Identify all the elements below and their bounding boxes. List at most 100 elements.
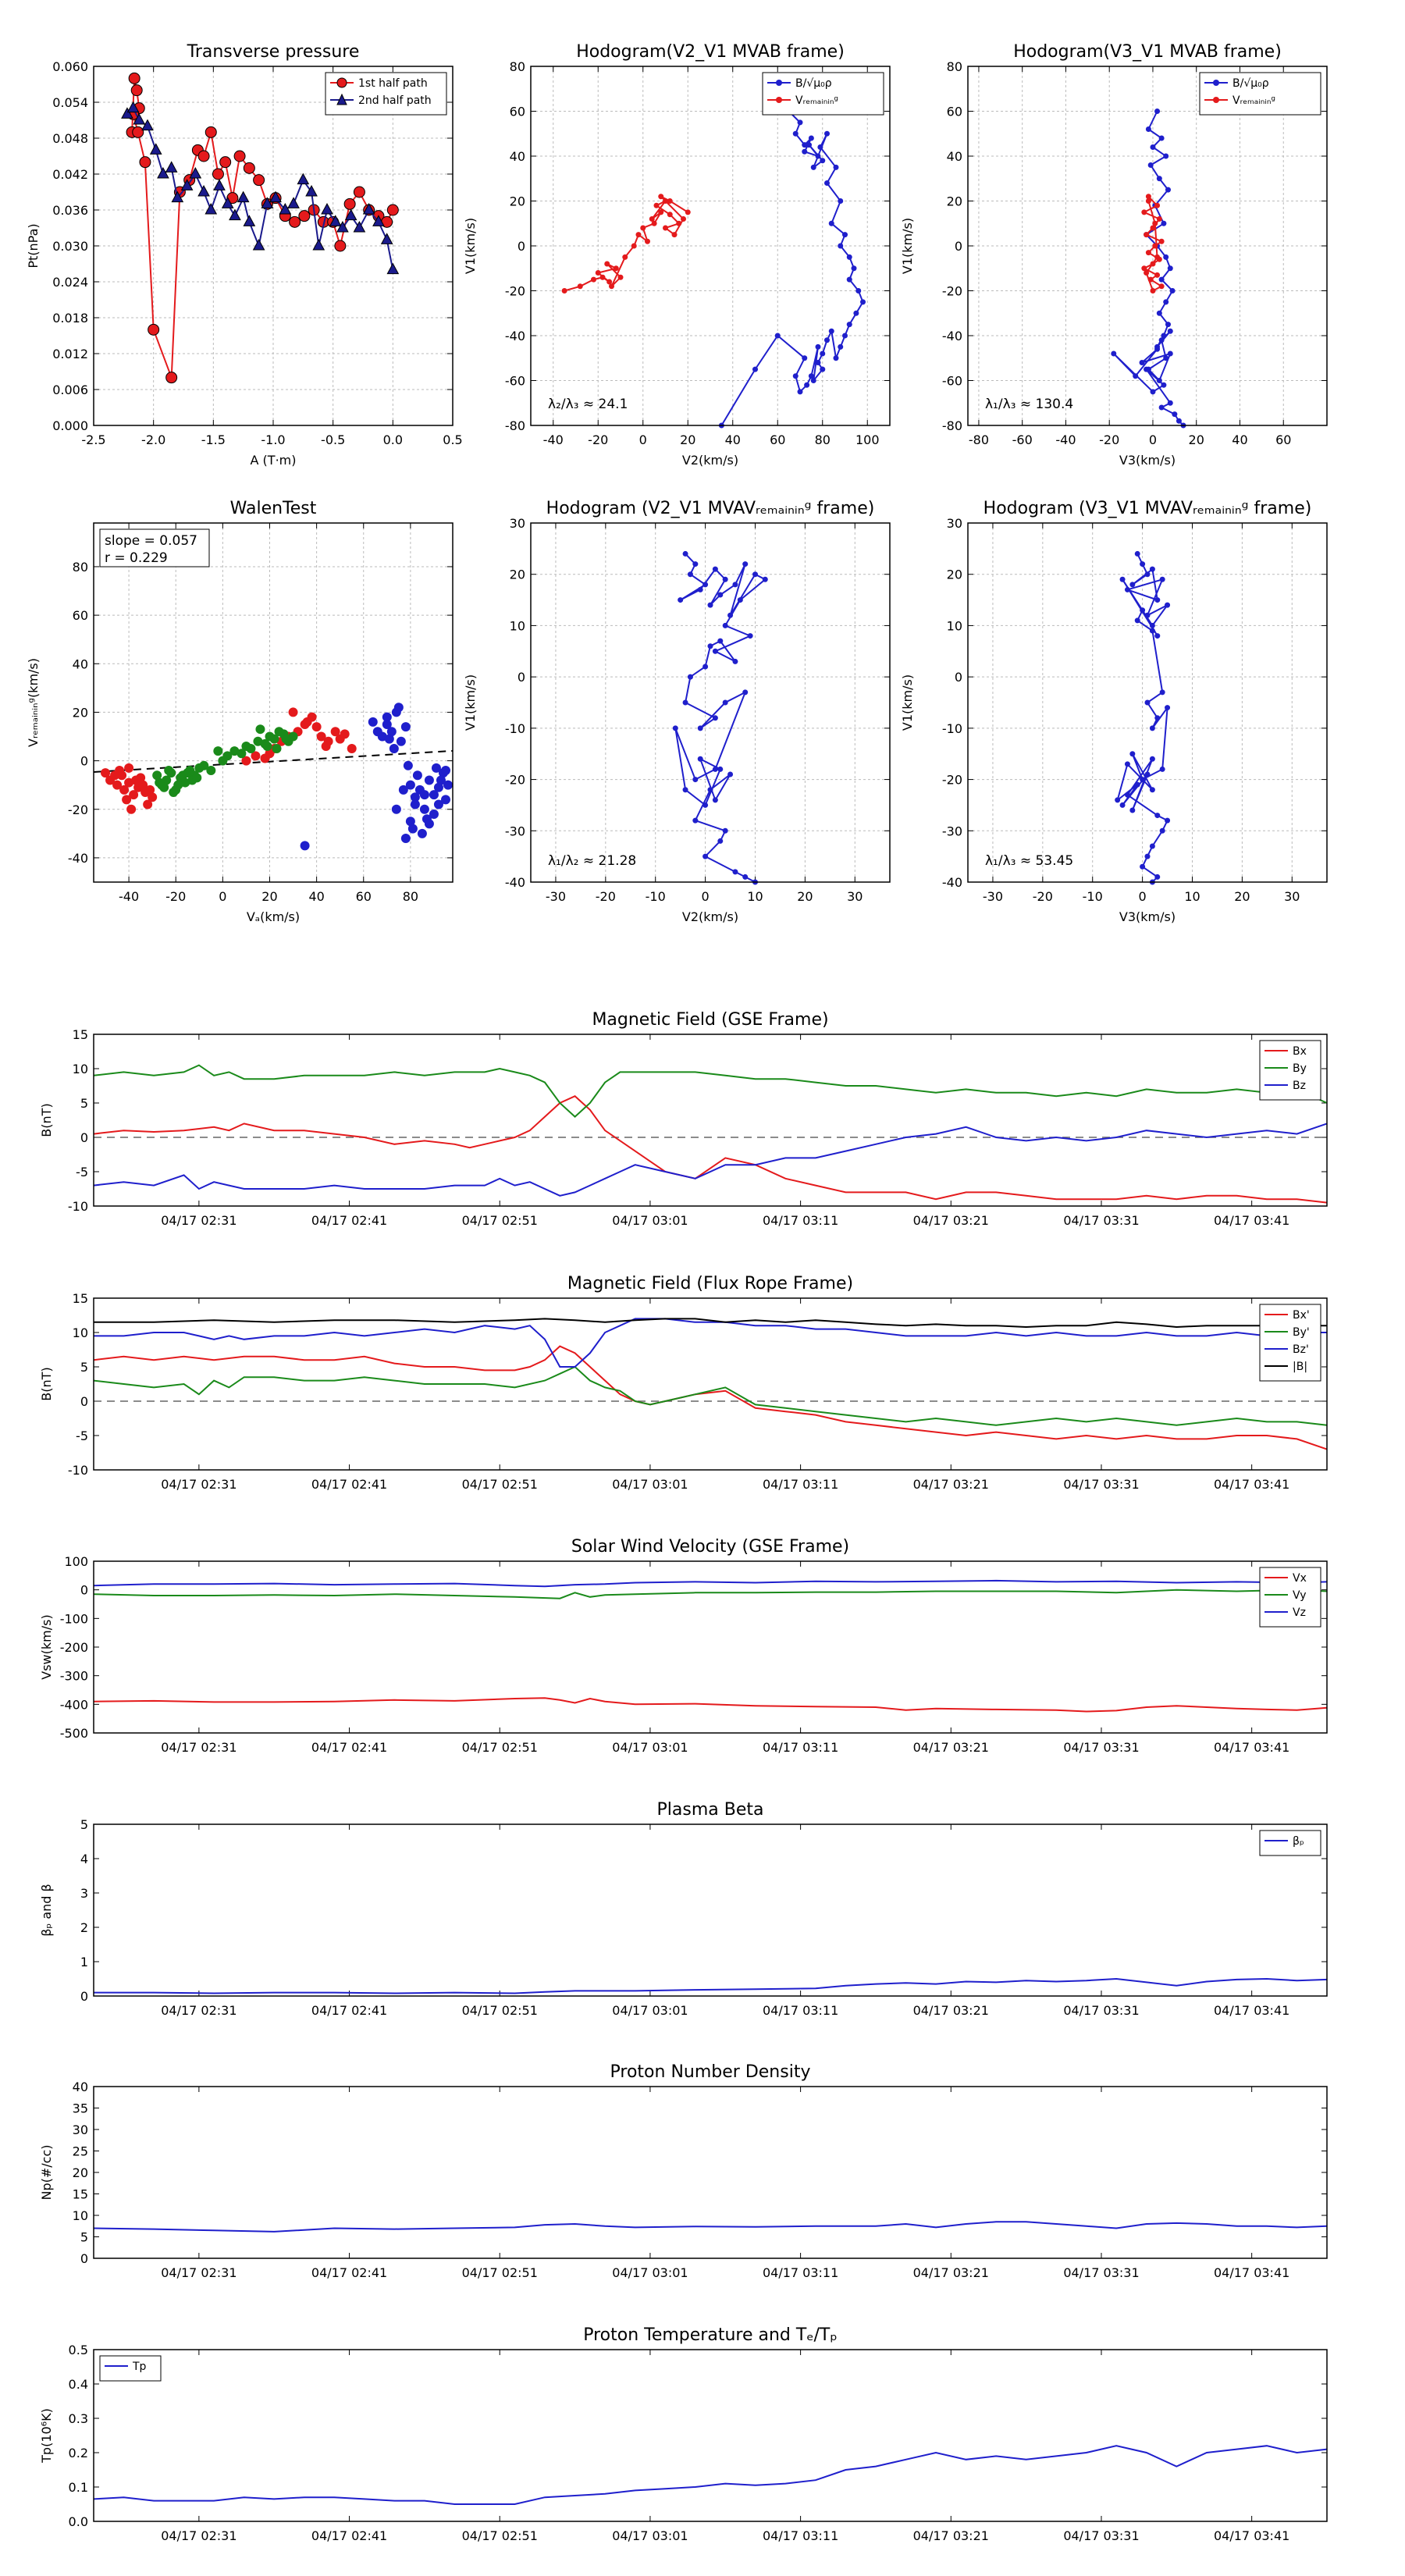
chart-title: Magnetic Field (Flux Rope Frame) [567,1274,853,1293]
legend-marker [776,97,782,103]
series-named [93,1697,1328,1713]
legend-label: By [1293,1062,1307,1075]
data-point [233,150,246,162]
x-tick-label: 04/17 02:51 [462,1213,538,1228]
y-tick-label: 0.012 [52,347,88,361]
data-point [219,156,232,169]
legend-label: 1st half path [358,77,428,90]
data-point [312,238,325,251]
data-point [393,703,404,713]
y-tick-label: 40 [947,149,962,164]
y-tick-label: 30 [947,516,962,531]
legend-marker [776,80,782,86]
x-tick-label: 04/17 02:41 [311,1213,387,1228]
data-point [287,197,300,208]
data-point [742,873,749,880]
y-tick-label: 10 [73,1325,88,1340]
data-point [237,749,247,759]
y-tick-label: 1 [80,1955,88,1969]
data-point [386,727,397,737]
x-tick-label: 04/17 03:41 [1214,2265,1289,2280]
data-point [712,797,718,803]
x-tick-label: 04/17 02:51 [462,2265,538,2280]
chart-title: Magnetic Field (GSE Frame) [592,1010,828,1030]
data-point [297,173,310,185]
data-point [400,722,411,732]
data-point [316,731,326,742]
legend-marker [1213,97,1219,103]
chart-bfr [93,1297,1328,1471]
plot-frame [93,66,454,426]
data-point [305,184,318,197]
data-point [663,198,668,204]
data-point [1150,144,1156,150]
data-point [1140,561,1146,568]
data-point [213,746,223,756]
series-named [121,101,400,275]
legend-box [1259,1567,1321,1628]
y-tick-label: 60 [947,105,962,119]
data-point [253,174,265,187]
x-tick-label: 04/17 03:01 [612,1740,688,1755]
y-tick-label: -20 [505,773,525,788]
x-tick-label: 0 [1139,889,1147,904]
data-point [802,142,808,148]
y-axis-label: Vᵣₑₘₐᵢₙᵢₙᵍ(km/s) [26,658,41,747]
x-tick-label: 0 [219,889,226,904]
y-tick-label: 0.5 [69,2343,88,2357]
data-point [302,717,312,727]
x-tick-label: -30 [546,889,566,904]
data-point [148,792,158,802]
x-tick-label: -40 [1055,432,1076,447]
x-tick-label: 0.5 [443,432,462,447]
data-point [676,220,682,226]
data-point [443,780,453,790]
x-tick-label: -20 [165,889,186,904]
y-tick-label: 3 [80,1886,88,1901]
y-tick-label: 0.006 [52,382,88,397]
legend-label: βₚ [1293,1835,1304,1848]
data-point [1163,299,1169,305]
data-point [1161,382,1167,388]
x-tick-label: -1.0 [261,432,285,447]
data-point [1154,254,1161,260]
x-tick-label: 100 [855,432,880,447]
data-point [617,274,624,280]
data-point [1150,225,1156,231]
data-point [1119,802,1126,808]
series-named [1141,194,1165,294]
series-line [94,1318,1327,1329]
data-point [1158,276,1165,283]
data-point [1134,550,1140,557]
y-tick-label: 0.000 [52,418,88,433]
data-point [1165,602,1171,608]
plot-area [531,523,890,882]
data-point [722,699,728,706]
x-tick-label: -20 [588,432,608,447]
data-point [1159,766,1165,772]
data-point [261,197,274,208]
data-point [353,220,366,233]
data-point [687,674,693,680]
x-tick-label: 04/17 03:31 [1063,1213,1139,1228]
data-point [362,202,375,215]
data-point [747,633,753,639]
data-point [122,795,132,805]
data-point [400,834,411,844]
data-point [828,220,834,226]
x-tick-label: 04/17 03:21 [913,1477,989,1492]
data-point [1154,873,1161,880]
y-tick-label: 80 [73,560,88,575]
data-point [732,658,738,664]
data-point [205,126,217,138]
x-tick-label: 04/17 03:11 [763,1213,838,1228]
data-point [810,164,816,170]
data-point [752,571,758,578]
data-point [732,869,738,875]
data-point [797,119,803,126]
data-point [281,734,291,744]
data-point [183,768,193,778]
data-point [1144,366,1150,372]
x-tick-label: 04/17 03:11 [763,2528,838,2543]
data-point [165,161,178,173]
